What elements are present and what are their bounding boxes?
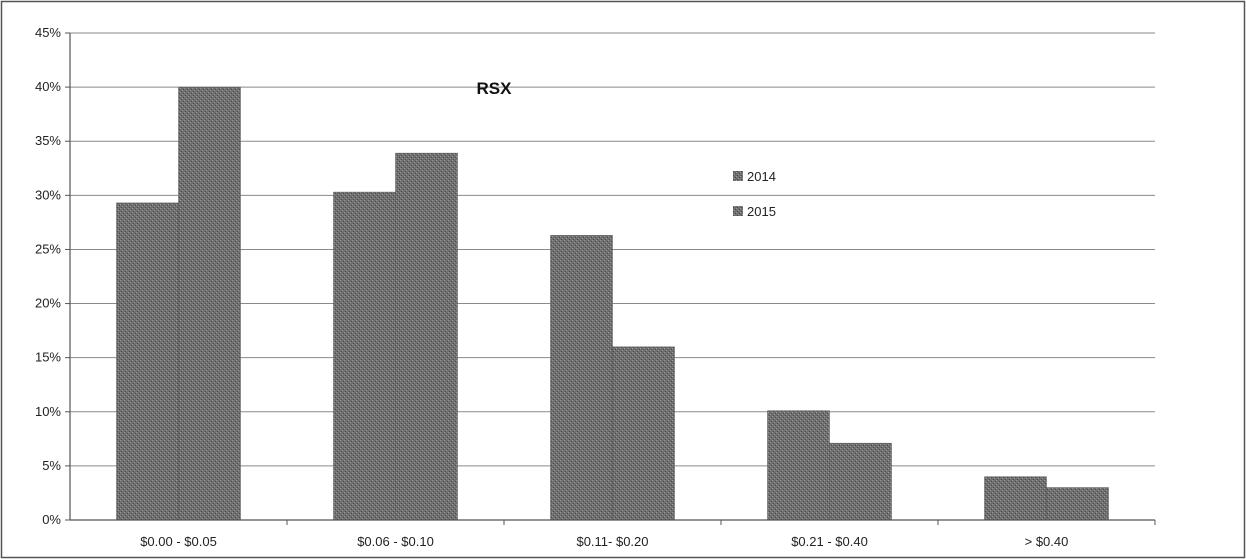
bar-2015-2 (612, 346, 675, 521)
bar-2015-3 (829, 442, 892, 521)
bar-2015-1 (395, 152, 458, 521)
y-tick-label: 0% (42, 512, 61, 527)
legend-label: 2015 (747, 204, 776, 219)
bar-2014-3 (767, 410, 830, 521)
y-tick-labels: 0% 5% 10% 15% 20% 25% 30% 35% 40% 45% (35, 25, 61, 527)
axes (69, 33, 1156, 525)
legend: 2014 2015 (733, 169, 776, 219)
y-tick-label: 30% (35, 187, 61, 202)
bar-2015-4 (1046, 487, 1109, 521)
bar-2014-1 (333, 191, 396, 521)
y-tick-label: 10% (35, 404, 61, 419)
bar-2014-2 (550, 235, 613, 521)
x-tick-label: $0.11- $0.20 (576, 534, 648, 549)
bar-2015-0 (178, 86, 241, 521)
legend-swatch (733, 171, 743, 181)
y-tick-label: 5% (42, 458, 61, 473)
legend-label: 2014 (747, 169, 776, 184)
bar-2014-4 (984, 476, 1047, 521)
y-tick-label: 25% (35, 241, 61, 256)
legend-swatch (733, 206, 743, 216)
x-tick-labels: $0.00 - $0.05 $0.06 - $0.10 $0.11- $0.20 $0… (140, 534, 1068, 549)
bars (116, 86, 1109, 521)
chart-title: RSX (477, 79, 513, 98)
y-tick-label: 15% (35, 350, 61, 365)
x-tick-label: > $0.40 (1025, 534, 1069, 549)
bar-2014-0 (116, 202, 179, 521)
x-tick-label: $0.06 - $0.10 (357, 534, 434, 549)
x-tick-label: $0.21 - $0.40 (791, 534, 868, 549)
y-tick-label: 45% (35, 25, 61, 40)
y-tick-label: 20% (35, 296, 61, 311)
x-tick-label: $0.00 - $0.05 (140, 534, 217, 549)
y-tick-label: 35% (35, 133, 61, 148)
y-tick-label: 40% (35, 79, 61, 94)
